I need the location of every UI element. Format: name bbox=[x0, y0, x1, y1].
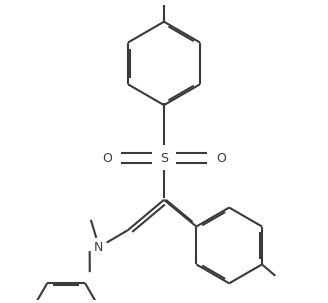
Text: O: O bbox=[216, 152, 226, 165]
Text: S: S bbox=[160, 152, 168, 165]
Text: O: O bbox=[102, 152, 112, 165]
Text: N: N bbox=[93, 241, 103, 254]
